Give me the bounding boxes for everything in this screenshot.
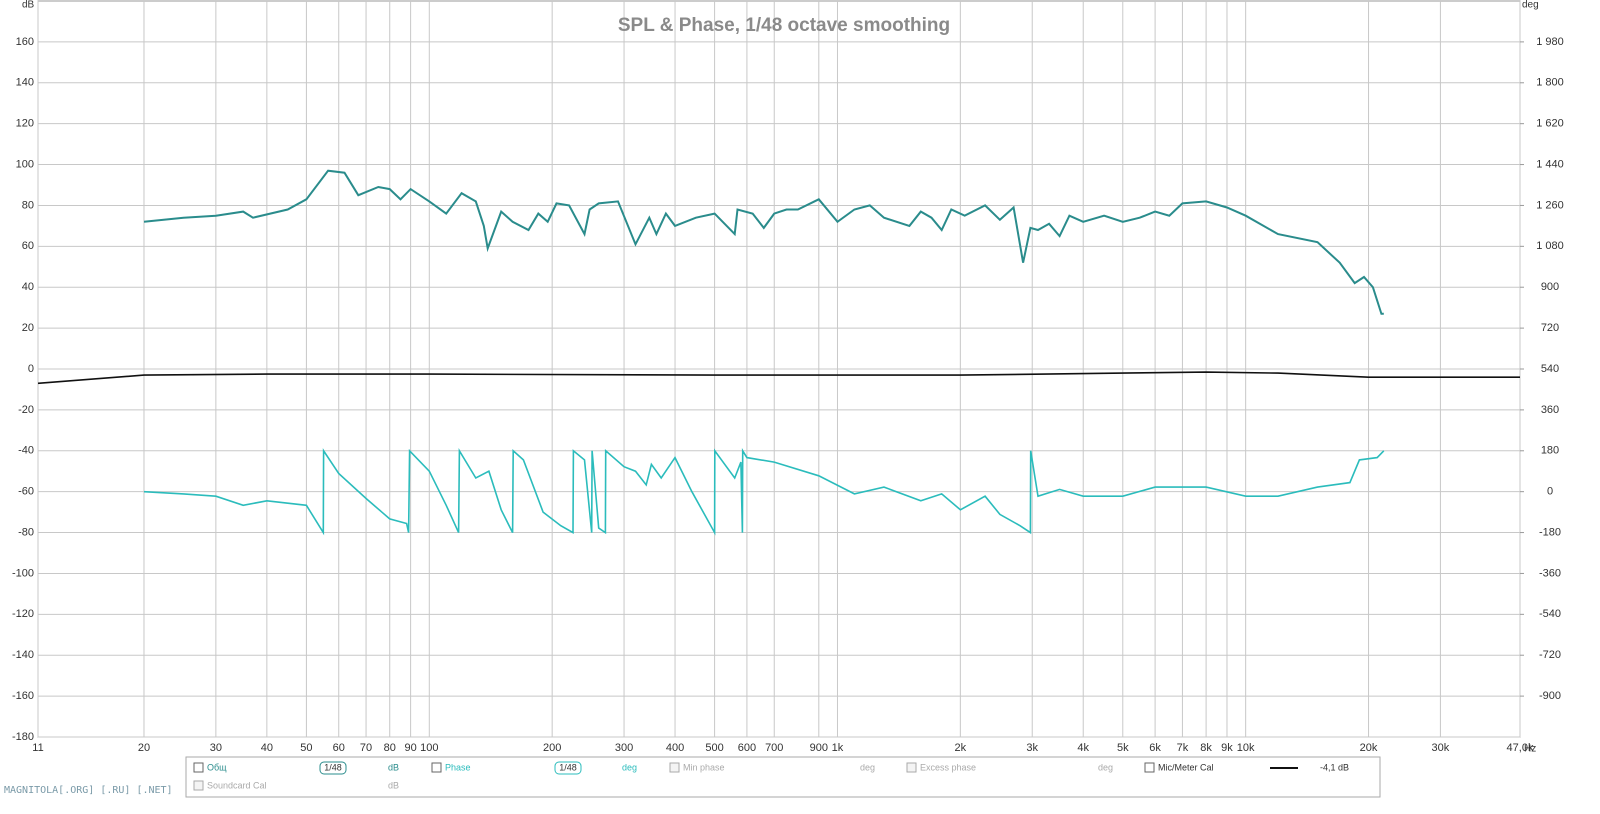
x-axis-unit: Hz	[1524, 744, 1536, 755]
x-tick-label: 20	[138, 742, 150, 754]
legend-unit: deg	[622, 762, 637, 772]
x-tick-label: 11	[32, 742, 43, 754]
y2-tick-label: -360	[1539, 567, 1561, 579]
y2-tick-label: 360	[1541, 404, 1559, 416]
smoothing-box[interactable]	[554, 761, 582, 775]
x-tick-label: 47,0k	[1507, 742, 1534, 754]
x-tick-label: 2k	[955, 742, 967, 754]
y2-tick-label: 900	[1541, 281, 1559, 293]
y2-tick-label: 180	[1541, 445, 1559, 457]
smoothing: 1/48	[324, 762, 342, 772]
y-tick-label: -60	[18, 486, 34, 498]
y-tick-label: 100	[16, 158, 34, 170]
y-tick-label: -160	[12, 690, 34, 702]
x-tick-label: 1k	[832, 742, 844, 754]
y2-tick-label: -720	[1539, 649, 1561, 661]
y2-tick-label: 1 440	[1536, 158, 1564, 170]
y2-tick-label: -900	[1539, 690, 1561, 702]
y2-tick-label: 1 980	[1536, 36, 1564, 48]
x-tick-label: 200	[543, 742, 561, 754]
x-tick-label: 30k	[1432, 742, 1450, 754]
x-tick-label: 8k	[1200, 742, 1212, 754]
x-tick-label: 40	[261, 742, 273, 754]
y-tick-label: -140	[12, 649, 34, 661]
y-tick-label: 0	[28, 363, 34, 375]
x-tick-label: 600	[738, 742, 756, 754]
x-tick-label: 900	[810, 742, 828, 754]
y-tick-label: -120	[12, 608, 34, 620]
x-tick-label: 4k	[1077, 742, 1089, 754]
x-tick-label: 700	[765, 742, 783, 754]
y-tick-label: -40	[18, 445, 34, 457]
x-tick-label: 3k	[1026, 742, 1038, 754]
y-axis-label: dB	[22, 0, 35, 11]
legend-label: Mic/Meter Cal	[1158, 762, 1214, 772]
legend-unit: dB	[388, 762, 399, 772]
legend-unit: dB	[388, 780, 399, 790]
y-tick-label: -80	[18, 526, 34, 538]
legend-unit: deg	[860, 762, 875, 772]
smoothing-box[interactable]	[319, 761, 347, 775]
legend-label: Soundcard Cal	[207, 780, 267, 790]
x-tick-label: 90	[404, 742, 416, 754]
x-tick-label: 80	[384, 742, 396, 754]
legend-unit: deg	[1098, 762, 1113, 772]
watermark: MAGNITOLA[.ORG] [.RU] [.NET]	[4, 785, 173, 796]
y2-tick-label: 1 080	[1536, 240, 1564, 252]
y2-tick-label: 720	[1541, 322, 1559, 334]
x-tick-label: 50	[300, 742, 312, 754]
y-tick-label: -180	[12, 731, 34, 743]
legend: Общ 1/48 dB Phase 1/48 deg Min phase deg…	[185, 756, 1381, 798]
y-tick-label: 120	[16, 118, 34, 130]
y2-tick-label: 1 620	[1536, 118, 1564, 130]
y-tick-label: 160	[16, 36, 34, 48]
y2-tick-label: -180	[1539, 526, 1561, 538]
series-line	[38, 371, 1520, 385]
x-tick-label: 70	[360, 742, 372, 754]
y2-tick-label: 1 260	[1536, 199, 1564, 211]
x-tick-label: 20k	[1360, 742, 1378, 754]
x-tick-label: 300	[615, 742, 633, 754]
series-line	[143, 169, 1384, 315]
y2-axis-label: deg	[1522, 0, 1539, 11]
x-tick-label: 7k	[1177, 742, 1189, 754]
y-tick-label: -20	[18, 404, 34, 416]
legend-label: Общ	[207, 762, 227, 772]
x-tick-label: 10k	[1237, 742, 1255, 754]
series-line	[143, 447, 1385, 536]
x-tick-label: 500	[705, 742, 723, 754]
checkbox[interactable]	[669, 762, 680, 773]
y-tick-label: 20	[22, 322, 34, 334]
y2-tick-label: 0	[1547, 486, 1553, 498]
checkbox[interactable]	[193, 762, 204, 773]
legend-label: Phase	[445, 762, 471, 772]
x-tick-label: 60	[333, 742, 345, 754]
y-tick-label: 60	[22, 240, 34, 252]
x-tick-label: 5k	[1117, 742, 1129, 754]
checkbox[interactable]	[906, 762, 917, 773]
chart-title: SPL & Phase, 1/48 octave smoothing	[618, 15, 950, 36]
x-tick-label: 100	[420, 742, 438, 754]
legend-box	[185, 756, 1381, 798]
x-tick-label: 9k	[1221, 742, 1233, 754]
legend-label: Excess phase	[920, 762, 976, 772]
y-tick-label: 80	[22, 199, 34, 211]
legend-label: Min phase	[683, 762, 725, 772]
checkbox[interactable]	[431, 762, 442, 773]
y2-tick-label: 540	[1541, 363, 1559, 375]
checkbox[interactable]	[193, 780, 204, 791]
y2-tick-label: 1 800	[1536, 77, 1564, 89]
y-tick-label: -100	[12, 567, 34, 579]
x-tick-label: 30	[210, 742, 222, 754]
legend-value: -4,1 dB	[1320, 762, 1349, 772]
checkbox[interactable]	[1144, 762, 1155, 773]
smoothing: 1/48	[559, 762, 577, 772]
y-tick-label: 40	[22, 281, 34, 293]
y2-tick-label: -540	[1539, 608, 1561, 620]
y-tick-label: 140	[16, 77, 34, 89]
x-tick-label: 400	[666, 742, 684, 754]
x-tick-label: 6k	[1149, 742, 1161, 754]
